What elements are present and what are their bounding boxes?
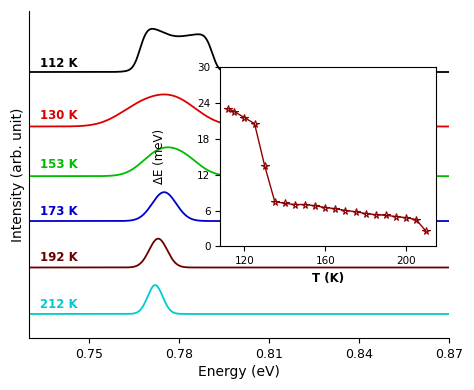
Text: 153 K: 153 K [40,158,78,172]
Text: 212 K: 212 K [40,298,77,311]
Text: 173 K: 173 K [40,205,77,218]
Text: 130 K: 130 K [40,109,77,122]
Text: 112 K: 112 K [40,57,77,71]
Y-axis label: Intensity (arb. unit): Intensity (arb. unit) [11,107,25,242]
Text: 192 K: 192 K [40,252,78,264]
X-axis label: Energy (eV): Energy (eV) [198,365,280,379]
